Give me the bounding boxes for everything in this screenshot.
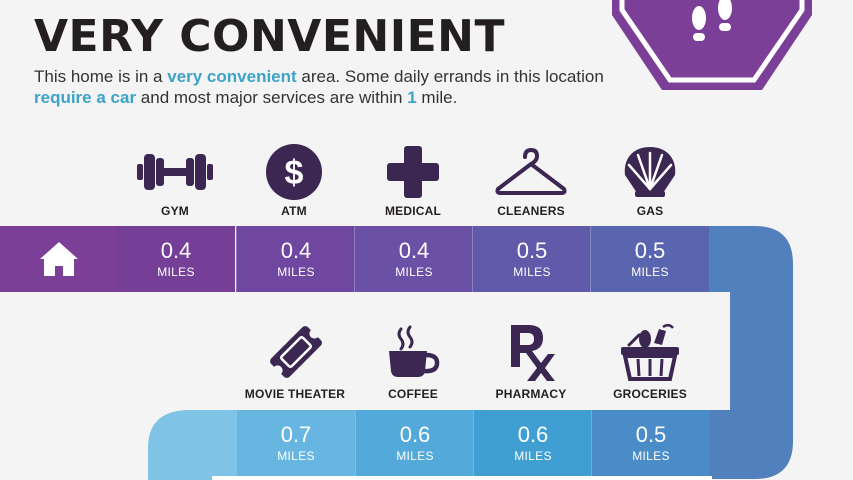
distance-cell: 0.4 MILES <box>354 226 473 292</box>
category-label: MEDICAL <box>384 204 442 218</box>
svg-text:$: $ <box>285 154 304 192</box>
category-label: GROCERIES <box>613 387 687 401</box>
ticket-icon <box>237 322 355 382</box>
coffee-cup-icon <box>354 322 472 382</box>
description-highlight: very convenient <box>167 67 297 86</box>
distance-unit: MILES <box>157 265 195 279</box>
hanger-icon <box>472 142 590 202</box>
medical-cross-icon <box>354 142 472 202</box>
rx-icon <box>472 322 590 382</box>
distance-unit: MILES <box>632 449 670 463</box>
basket-icon <box>591 322 709 382</box>
distance-value: 0.4 <box>160 238 192 263</box>
category-label: ATM <box>281 204 307 218</box>
distance-cell: 0.4 MILES <box>236 226 355 292</box>
distance-cell: 0.5 MILES <box>472 226 591 292</box>
distance-value: 0.5 <box>634 238 666 263</box>
dumbbell-icon <box>116 142 234 202</box>
category-label: PHARMACY <box>495 387 567 401</box>
shell-icon <box>591 142 709 202</box>
category-label: COFFEE <box>388 387 438 401</box>
distance-value: 0.5 <box>516 238 548 263</box>
home-icon <box>39 242 78 276</box>
distance-unit: MILES <box>277 449 315 463</box>
distance-cell: 0.5 MILES <box>590 226 709 292</box>
distance-value: 0.6 <box>517 422 549 447</box>
description: This home is in a very convenient area. … <box>34 66 634 108</box>
distance-unit: MILES <box>631 265 669 279</box>
description-highlight: require a car <box>34 88 137 107</box>
home-cell <box>0 226 117 292</box>
distance-value: 0.6 <box>399 422 431 447</box>
category-label: GYM <box>161 204 189 218</box>
distance-unit: MILES <box>395 265 433 279</box>
distance-value: 0.5 <box>635 422 667 447</box>
description-text: This home is in a <box>34 67 168 86</box>
description-text: and most major services are within <box>136 88 408 107</box>
description-text: area. Some daily errands in this locatio… <box>296 67 604 86</box>
description-highlight: 1 <box>407 88 417 107</box>
distance-value: 0.7 <box>280 422 312 447</box>
dollar-icon: $ <box>235 142 353 202</box>
distance-value: 0.4 <box>280 238 312 263</box>
distance-unit: MILES <box>514 449 552 463</box>
distance-unit: MILES <box>513 265 551 279</box>
page-title: VERY CONVENIENT <box>34 11 505 62</box>
category-label: GAS <box>636 204 664 218</box>
distance-cell: 0.4 MILES <box>117 226 235 292</box>
distance-unit: MILES <box>396 449 434 463</box>
distance-value: 0.4 <box>398 238 430 263</box>
description-text: mile. <box>416 88 458 107</box>
distance-cell: 0.7 MILES <box>237 410 355 476</box>
category-label: MOVIE THEATER <box>244 387 346 401</box>
distance-cell: 0.6 MILES <box>473 410 592 476</box>
footprints-icon <box>612 0 812 90</box>
category-label: CLEANERS <box>497 204 565 218</box>
distance-cell: 0.6 MILES <box>355 410 474 476</box>
distance-unit: MILES <box>277 265 315 279</box>
distance-cell: 0.5 MILES <box>591 410 710 476</box>
